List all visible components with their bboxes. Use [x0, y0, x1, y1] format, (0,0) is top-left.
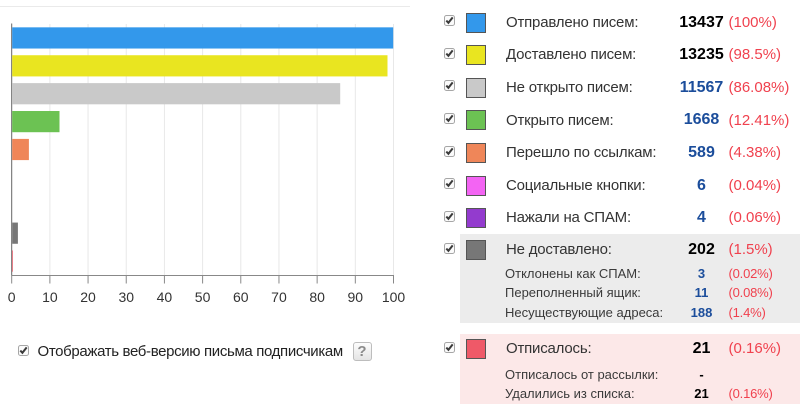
- svg-text:0: 0: [8, 289, 16, 305]
- svg-text:90: 90: [348, 289, 364, 305]
- svg-text:20: 20: [80, 289, 96, 305]
- svg-text:70: 70: [271, 289, 287, 305]
- svg-text:30: 30: [118, 289, 134, 305]
- svg-text:100: 100: [382, 289, 406, 305]
- svg-text:80: 80: [309, 289, 325, 305]
- svg-text:50: 50: [195, 289, 211, 305]
- svg-text:40: 40: [157, 289, 173, 305]
- svg-text:60: 60: [233, 289, 249, 305]
- svg-text:10: 10: [42, 289, 58, 305]
